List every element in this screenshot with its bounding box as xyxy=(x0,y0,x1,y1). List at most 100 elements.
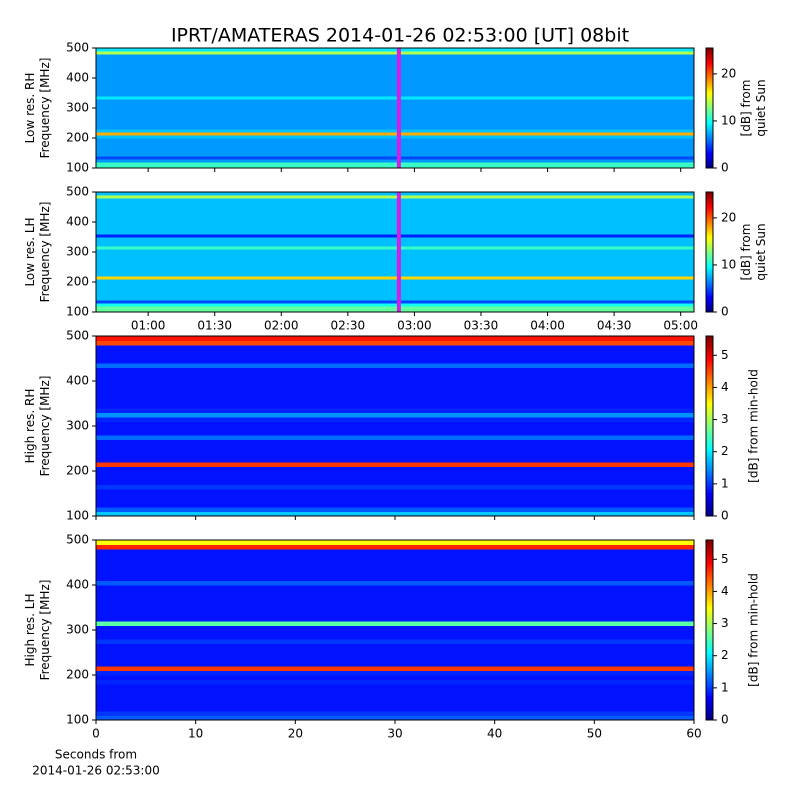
colorbar-swatch xyxy=(706,573,713,577)
spectrum-band xyxy=(96,213,694,217)
colorbar-swatch xyxy=(706,86,713,89)
colorbar-swatch xyxy=(706,363,713,367)
spectrum-band xyxy=(96,198,694,202)
colorbar-swatch xyxy=(706,399,713,403)
colorbar-swatch xyxy=(706,220,713,223)
y-axis-label: High res. RH xyxy=(23,389,37,464)
colorbar-swatch xyxy=(706,78,713,81)
colorbar-swatch xyxy=(706,198,713,201)
colorbar-swatch xyxy=(706,426,713,430)
colorbar-swatch xyxy=(706,561,713,565)
colorbar-swatch xyxy=(706,310,713,313)
colorbar-swatch xyxy=(706,468,713,472)
colorbar-swatch xyxy=(706,272,713,275)
colorbar-swatch xyxy=(706,609,713,613)
colorbar-swatch xyxy=(706,294,713,297)
spectrum-band xyxy=(96,267,694,271)
spectrum-band xyxy=(96,589,694,595)
x-tick-label: 04:30 xyxy=(597,319,632,333)
colorbar-tick-label: 3 xyxy=(721,616,729,630)
colorbar-swatch xyxy=(706,62,713,65)
colorbar-swatch xyxy=(706,288,713,291)
colorbar-swatch xyxy=(706,264,713,267)
spectrum-band xyxy=(96,60,694,64)
spectrum-band xyxy=(96,439,694,445)
spectrum-band xyxy=(96,576,694,581)
spectrum-band xyxy=(96,252,694,256)
colorbar-swatch xyxy=(706,286,713,289)
spectrum-band xyxy=(96,340,694,346)
colorbar-swatch xyxy=(706,208,713,211)
colorbar-swatch xyxy=(706,396,713,400)
spectrum-band xyxy=(96,706,694,712)
colorbar-swatch xyxy=(706,150,713,153)
spectrum-band xyxy=(96,457,694,463)
colorbar-swatch xyxy=(706,230,713,233)
colorbar-swatch xyxy=(706,372,713,376)
spectrum-band xyxy=(96,399,694,404)
colorbar-swatch xyxy=(706,666,713,670)
colorbar-swatch xyxy=(706,336,713,340)
colorbar-swatch xyxy=(706,50,713,53)
spectrum-band xyxy=(96,511,694,517)
x-tick-label: 10 xyxy=(188,727,203,741)
spectrum-band xyxy=(96,625,694,631)
spectrum-band xyxy=(96,75,694,79)
colorbar-frame xyxy=(705,335,714,517)
spectrum-band xyxy=(96,363,694,368)
spectrum-band xyxy=(96,630,694,635)
y-tick-label: 500 xyxy=(66,185,89,199)
y-tick-label: 200 xyxy=(66,668,89,682)
spectrum-band xyxy=(96,715,694,721)
colorbar-swatch xyxy=(706,387,713,391)
spectrum-band xyxy=(96,90,694,94)
colorbar-tick-label: 0 xyxy=(721,161,729,175)
colorbar-swatch xyxy=(706,110,713,113)
colorbar-swatch xyxy=(706,260,713,263)
colorbar-swatch xyxy=(706,357,713,361)
colorbar-swatch xyxy=(706,621,713,625)
colorbar-swatch xyxy=(706,696,713,700)
colorbar-swatch xyxy=(706,654,713,658)
colorbar-swatch xyxy=(706,360,713,364)
colorbar-swatch xyxy=(706,495,713,499)
colorbar-swatch xyxy=(706,216,713,219)
colorbar-swatch xyxy=(706,114,713,117)
spectrum-band xyxy=(96,138,694,142)
colorbar-swatch xyxy=(706,262,713,265)
colorbar-swatch xyxy=(706,274,713,277)
spectrum-band xyxy=(96,381,694,386)
colorbar-swatch xyxy=(706,218,713,221)
spectrum-band xyxy=(96,231,694,235)
colorbar-swatch xyxy=(706,438,713,442)
colorbar-swatch xyxy=(706,96,713,99)
colorbar-swatch xyxy=(706,134,713,137)
colorbar-swatch xyxy=(706,639,713,643)
colorbar-swatch xyxy=(706,711,713,715)
spectrum-band xyxy=(96,273,694,277)
spectrum-band xyxy=(96,204,694,208)
colorbar-swatch xyxy=(706,54,713,57)
colorbar-swatch xyxy=(706,66,713,69)
y-tick-label: 100 xyxy=(66,305,89,319)
spectrum-band xyxy=(96,621,694,626)
spectrum-band xyxy=(96,117,694,121)
colorbar-swatch xyxy=(706,148,713,151)
colorbar-swatch xyxy=(706,501,713,505)
spectrum-band xyxy=(96,147,694,151)
colorbar-swatch xyxy=(706,108,713,111)
colorbar-swatch xyxy=(706,80,713,83)
colorbar-swatch xyxy=(706,699,713,703)
spectrum-band xyxy=(96,102,694,106)
colorbar-frame xyxy=(705,539,714,721)
colorbar-swatch xyxy=(706,58,713,61)
spectrum-band xyxy=(96,697,694,703)
colorbar-swatch xyxy=(706,693,713,697)
spectrum-band xyxy=(96,291,694,295)
spectrum-band xyxy=(96,222,694,226)
colorbar-swatch xyxy=(706,351,713,355)
colorbar-tick-label: 3 xyxy=(721,412,729,426)
spectrum-band xyxy=(96,421,694,427)
colorbar-swatch xyxy=(706,423,713,427)
